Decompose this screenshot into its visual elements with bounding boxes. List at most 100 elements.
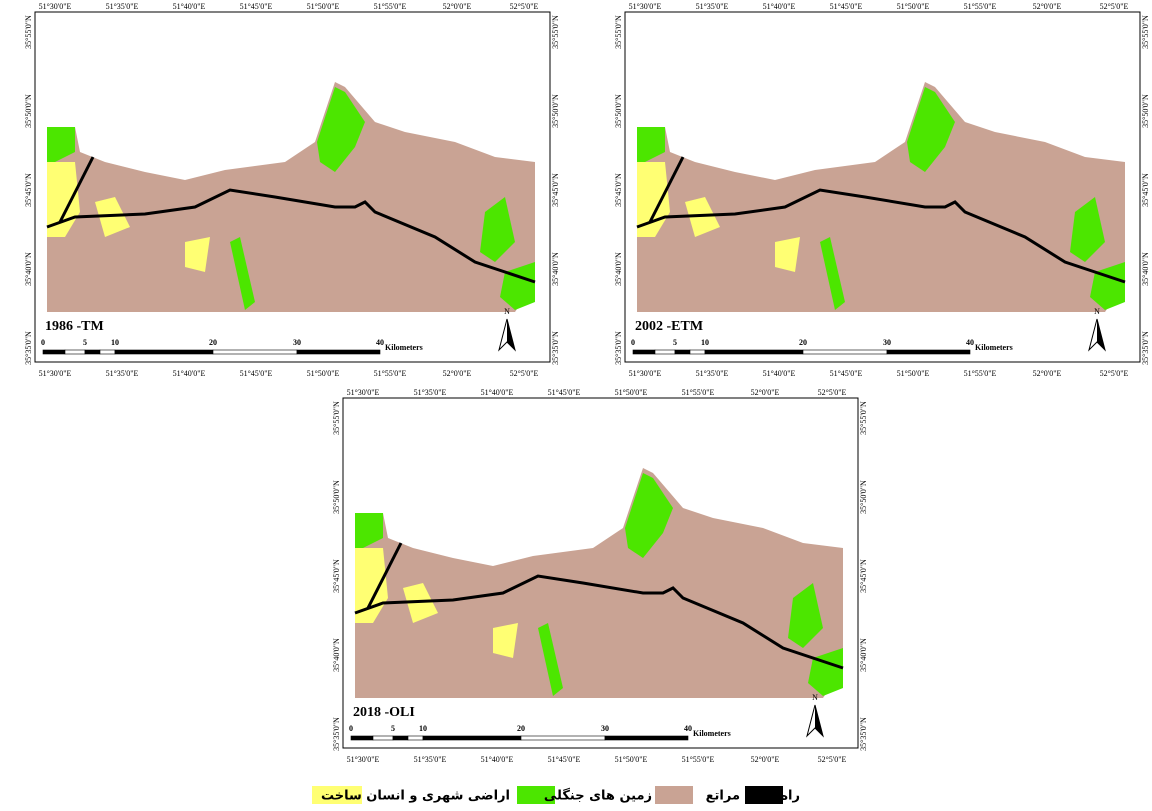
longitude-label: 52°5'0"E <box>510 2 539 11</box>
latitude-label: 35°40'0"N <box>1141 252 1150 286</box>
latitude-label: 35°55'0"N <box>24 15 33 49</box>
latitude-label: 35°50'0"N <box>24 94 33 128</box>
longitude-label: 51°50'0"E <box>615 388 648 397</box>
longitude-label: 51°55'0"E <box>374 369 407 378</box>
longitude-label: 51°50'0"E <box>307 2 340 11</box>
north-label: N <box>1094 307 1100 316</box>
longitude-label: 51°35'0"E <box>414 388 447 397</box>
scale-segment <box>114 349 214 355</box>
scale-segment <box>674 349 691 355</box>
longitude-label: 51°40'0"E <box>173 2 206 11</box>
scale-label: 5 <box>673 338 677 347</box>
longitude-label: 52°0'0"E <box>751 755 780 764</box>
latitude-label: 35°50'0"N <box>1141 94 1150 128</box>
longitude-label: 51°30'0"E <box>39 2 72 11</box>
scale-segment <box>632 349 656 355</box>
longitude-label: 52°5'0"E <box>1100 369 1129 378</box>
scale-label: 30 <box>601 724 609 733</box>
latitude-label: 35°35'0"N <box>859 717 868 751</box>
scale-label: 20 <box>799 338 807 347</box>
scale-segment <box>372 735 394 741</box>
map-panel: 2018 -OLI 51°30'0"E 51°30'0"E 51°35'0"E 51°3… <box>332 388 868 764</box>
scale-label: 20 <box>209 338 217 347</box>
scale-segment <box>99 349 116 355</box>
longitude-label: 51°55'0"E <box>964 2 997 11</box>
north-arrow-half <box>815 705 823 736</box>
scale-label: 40 <box>966 338 974 347</box>
scale-segment <box>520 735 606 741</box>
latitude-label: 35°35'0"N <box>332 717 341 751</box>
scale-segment <box>802 349 888 355</box>
longitude-label: 52°5'0"E <box>510 369 539 378</box>
legend-swatch <box>517 786 555 804</box>
longitude-label: 52°0'0"E <box>1033 2 1062 11</box>
latitude-label: 35°40'0"N <box>24 252 33 286</box>
longitude-label: 51°35'0"E <box>106 369 139 378</box>
north-label: N <box>812 693 818 702</box>
panel-title: 2018 -OLI <box>353 705 415 720</box>
scale-segment <box>392 735 409 741</box>
longitude-label: 51°45'0"E <box>830 2 863 11</box>
latitude-label: 35°45'0"N <box>332 559 341 593</box>
north-label: N <box>504 307 510 316</box>
longitude-label: 51°30'0"E <box>39 369 72 378</box>
scale-label: 0 <box>631 338 635 347</box>
scale-segment <box>689 349 706 355</box>
north-arrow-half <box>507 319 515 350</box>
scale-segment <box>886 349 971 355</box>
latitude-label: 35°40'0"N <box>332 638 341 672</box>
scale-label: 10 <box>701 338 709 347</box>
scale-label: 5 <box>391 724 395 733</box>
latitude-label: 35°45'0"N <box>24 173 33 207</box>
longitude-label: 51°35'0"E <box>696 369 729 378</box>
legend-label: راه <box>780 789 800 804</box>
longitude-label: 51°55'0"E <box>682 388 715 397</box>
longitude-label: 51°40'0"E <box>481 755 514 764</box>
longitude-label: 51°45'0"E <box>240 2 273 11</box>
scale-label: 5 <box>83 338 87 347</box>
map-panel: 2002 -ETM 51°30'0"E 51°30'0"E 51°35'0"E 51°3… <box>614 2 1150 378</box>
legend-swatch <box>655 786 693 804</box>
longitude-label: 51°45'0"E <box>548 388 581 397</box>
scale-label: 10 <box>419 724 427 733</box>
legend: اراضی شهری و انسان ساخت زمین های جنگلی مرا… <box>312 786 800 804</box>
latitude-label: 35°35'0"N <box>551 331 560 365</box>
longitude-label: 51°55'0"E <box>682 755 715 764</box>
scale-label: 10 <box>111 338 119 347</box>
longitude-label: 51°50'0"E <box>897 369 930 378</box>
longitude-label: 52°0'0"E <box>443 2 472 11</box>
latitude-label: 35°55'0"N <box>614 15 623 49</box>
scale-label: 30 <box>293 338 301 347</box>
longitude-label: 51°50'0"E <box>897 2 930 11</box>
legend-label: مراتع <box>706 789 740 804</box>
legend-label: اراضی شهری و انسان ساخت <box>321 789 510 804</box>
latitude-label: 35°40'0"N <box>859 638 868 672</box>
panel-title: 2002 -ETM <box>635 319 703 334</box>
latitude-label: 35°40'0"N <box>614 252 623 286</box>
latitude-label: 35°50'0"N <box>551 94 560 128</box>
scale-segment <box>84 349 101 355</box>
latitude-label: 35°35'0"N <box>1141 331 1150 365</box>
scale-unit: Kilometers <box>693 729 731 738</box>
longitude-label: 52°0'0"E <box>443 369 472 378</box>
longitude-label: 51°30'0"E <box>629 369 662 378</box>
scale-segment <box>704 349 804 355</box>
latitude-label: 35°55'0"N <box>332 401 341 435</box>
north-arrow-half <box>1097 319 1105 350</box>
latitude-label: 35°35'0"N <box>24 331 33 365</box>
longitude-label: 51°55'0"E <box>374 2 407 11</box>
scale-segment <box>654 349 676 355</box>
longitude-label: 51°50'0"E <box>307 369 340 378</box>
longitude-label: 51°45'0"E <box>548 755 581 764</box>
scale-segment <box>212 349 298 355</box>
longitude-label: 51°40'0"E <box>481 388 514 397</box>
map-panels: 1986 -TM 51°30'0"E 51°30'0"E 51°35'0"E 51°35… <box>24 2 1150 764</box>
longitude-label: 51°35'0"E <box>696 2 729 11</box>
longitude-label: 51°30'0"E <box>347 388 380 397</box>
scale-segment <box>42 349 66 355</box>
map-panel: 1986 -TM 51°30'0"E 51°30'0"E 51°35'0"E 51°35… <box>24 2 560 378</box>
scale-unit: Kilometers <box>975 343 1013 352</box>
longitude-label: 51°40'0"E <box>763 369 796 378</box>
longitude-label: 51°40'0"E <box>173 369 206 378</box>
